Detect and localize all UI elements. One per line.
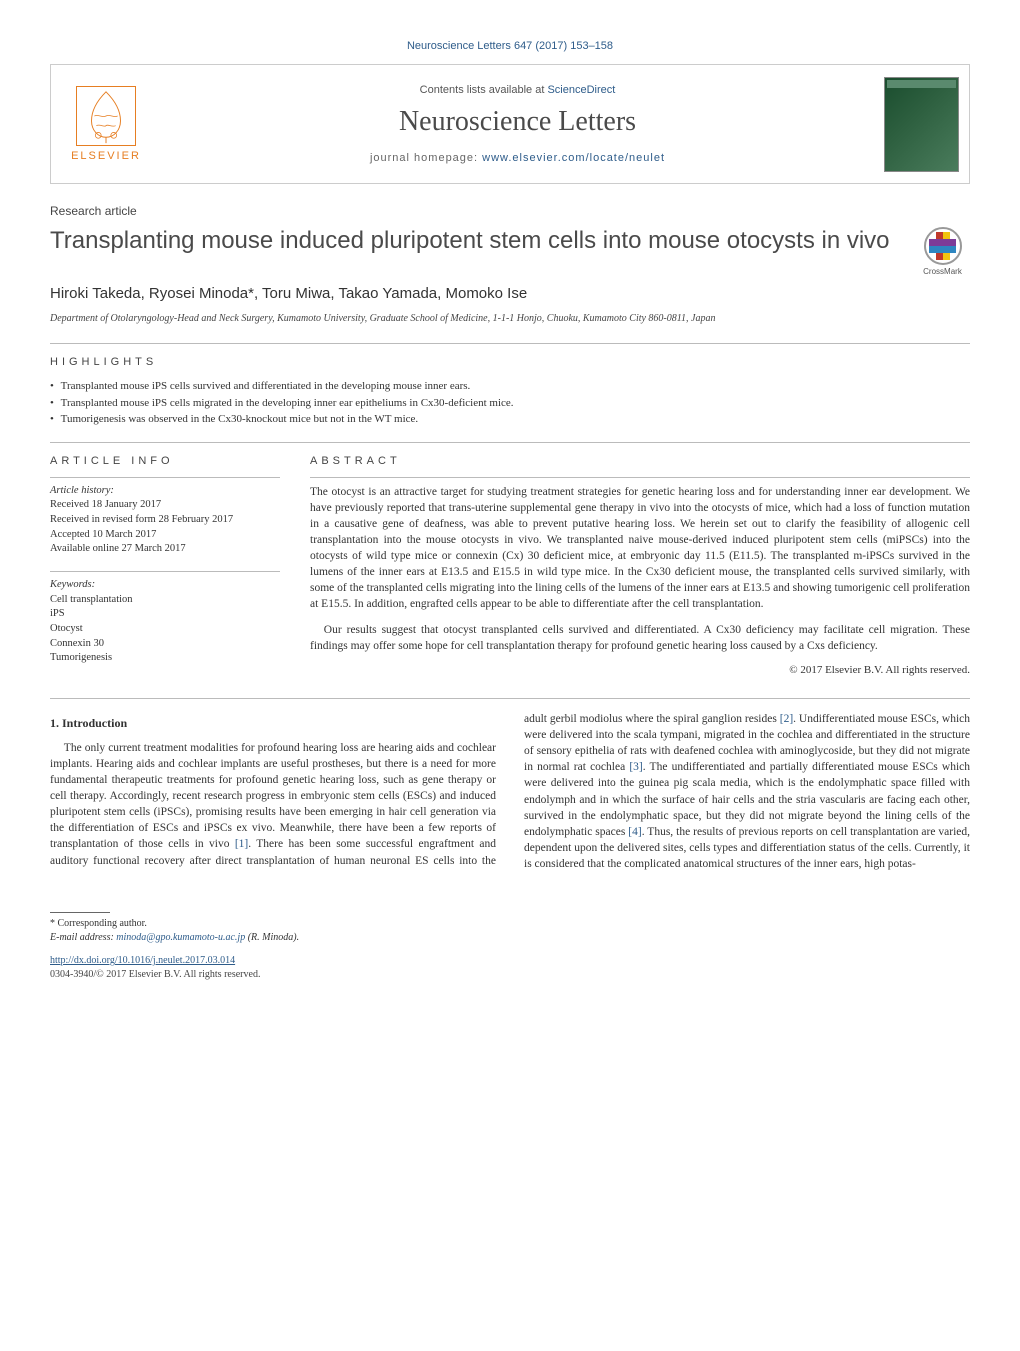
keyword: Otocyst <box>50 622 280 637</box>
article-type: Research article <box>50 204 895 218</box>
email-person: (R. Minoda). <box>245 932 299 943</box>
reference-link[interactable]: [1] <box>235 838 248 850</box>
abstract-paragraph: Our results suggest that otocyst transpl… <box>310 622 970 654</box>
footnote-rule <box>50 912 110 913</box>
issn-copyright: 0304-3940/© 2017 Elsevier B.V. All right… <box>50 968 970 982</box>
crossmark-label: CrossMark <box>923 267 962 276</box>
keyword: Connexin 30 <box>50 637 280 652</box>
keywords-block: Keywords: Cell transplantation iPS Otocy… <box>50 578 280 666</box>
abstract-label: ABSTRACT <box>310 455 970 467</box>
corresponding-email-link[interactable]: minoda@gpo.kumamoto-u.ac.jp <box>116 932 245 943</box>
history-online: Available online 27 March 2017 <box>50 542 280 557</box>
email-label: E-mail address: <box>50 932 116 943</box>
history-accepted: Accepted 10 March 2017 <box>50 528 280 543</box>
publisher-logo-block: ELSEVIER <box>51 78 161 170</box>
article-title: Transplanting mouse induced pluripotent … <box>50 226 895 256</box>
keyword: iPS <box>50 607 280 622</box>
corresponding-author-note: * Corresponding author. <box>50 917 970 931</box>
homepage-prefix: journal homepage: <box>370 152 482 164</box>
history-received: Received 18 January 2017 <box>50 498 280 513</box>
author-list: Hiroki Takeda, Ryosei Minoda*, Toru Miwa… <box>50 285 970 302</box>
divider <box>50 343 970 344</box>
article-history: Article history: Received 18 January 201… <box>50 484 280 557</box>
affiliation: Department of Otolaryngology-Head and Ne… <box>50 312 970 325</box>
body-text-fragment: The only current treatment modalities fo… <box>50 742 496 851</box>
keywords-label: Keywords: <box>50 578 280 593</box>
divider <box>50 698 970 699</box>
journal-name: Neuroscience Letters <box>161 106 874 138</box>
crossmark-badge[interactable]: CrossMark <box>915 224 970 279</box>
divider <box>50 442 970 443</box>
elsevier-tree-icon <box>76 86 136 146</box>
abstract-copyright: © 2017 Elsevier B.V. All rights reserved… <box>310 664 970 676</box>
footer: * Corresponding author. E-mail address: … <box>50 912 970 981</box>
divider <box>50 571 280 572</box>
keyword: Cell transplantation <box>50 593 280 608</box>
body-paragraph: The only current treatment modalities fo… <box>50 711 970 872</box>
highlight-item: Transplanted mouse iPS cells migrated in… <box>50 395 970 412</box>
keyword: Tumorigenesis <box>50 651 280 666</box>
publisher-name: ELSEVIER <box>71 150 141 162</box>
article-info-label: ARTICLE INFO <box>50 455 280 467</box>
body-text-fragment: . There has been some successful engraft <box>248 838 451 850</box>
journal-banner: ELSEVIER Contents lists available at Sci… <box>50 64 970 184</box>
history-label: Article history: <box>50 484 280 499</box>
crossmark-icon <box>924 227 962 265</box>
divider <box>310 477 970 478</box>
journal-homepage-link[interactable]: www.elsevier.com/locate/neulet <box>482 152 665 164</box>
body-text: 1. Introduction The only current treatme… <box>50 711 970 872</box>
highlight-item: Transplanted mouse iPS cells survived an… <box>50 378 970 395</box>
contents-prefix: Contents lists available at <box>420 84 548 96</box>
abstract-paragraph: The otocyst is an attractive target for … <box>310 484 970 613</box>
journal-homepage-line: journal homepage: www.elsevier.com/locat… <box>161 152 874 164</box>
corresponding-email-line: E-mail address: minoda@gpo.kumamoto-u.ac… <box>50 931 970 945</box>
history-revised: Received in revised form 28 February 201… <box>50 513 280 528</box>
highlights-label: HIGHLIGHTS <box>50 356 970 368</box>
divider <box>50 477 280 478</box>
doi-link[interactable]: http://dx.doi.org/10.1016/j.neulet.2017.… <box>50 954 970 968</box>
reference-link[interactable]: [4] <box>628 826 641 838</box>
journal-cover-thumbnail <box>884 77 959 172</box>
reference-link[interactable]: [2] <box>780 713 793 725</box>
header-citation: Neuroscience Letters 647 (2017) 153–158 <box>50 40 970 52</box>
highlight-item: Tumorigenesis was observed in the Cx30-k… <box>50 411 970 428</box>
sciencedirect-link[interactable]: ScienceDirect <box>547 84 615 96</box>
highlights-list: Transplanted mouse iPS cells survived an… <box>50 378 970 428</box>
contents-lists-line: Contents lists available at ScienceDirec… <box>161 84 874 96</box>
reference-link[interactable]: [3] <box>629 761 642 773</box>
section-heading: 1. Introduction <box>50 715 496 732</box>
